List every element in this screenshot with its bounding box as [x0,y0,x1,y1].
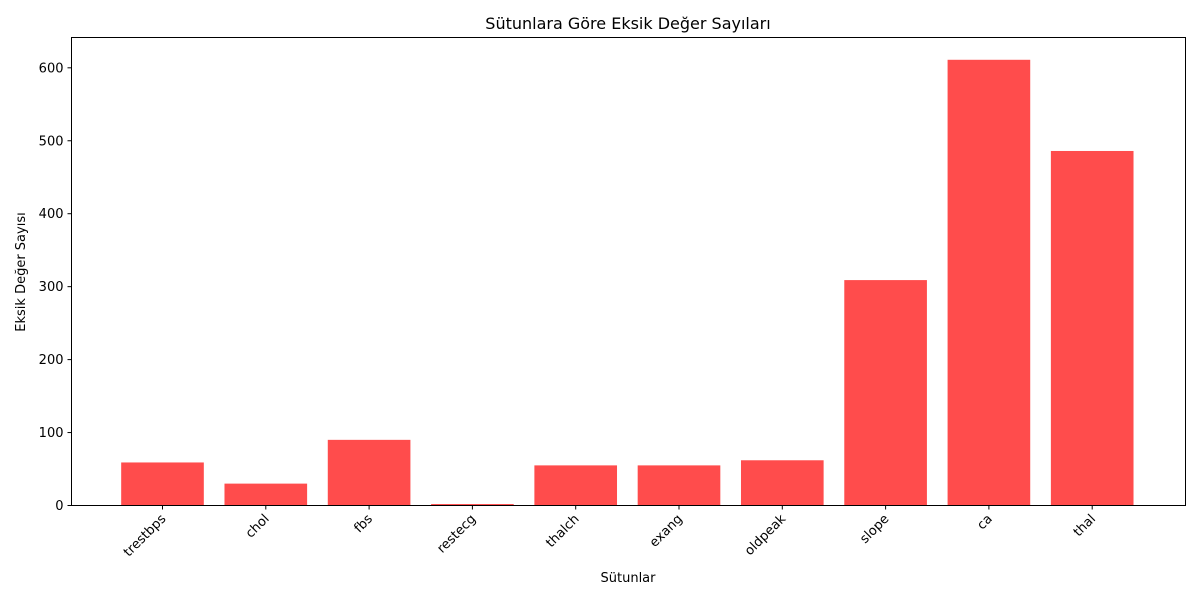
bar-oldpeak [740,460,824,506]
plot-frame [71,37,1186,506]
bar-restecg [431,504,514,506]
y-tick-label: 600 [39,61,64,76]
bar-ca [947,59,1031,506]
bar-chol [224,483,308,506]
bar-exang [637,465,721,506]
chart-title: Sütunlara Göre Eksik Değer Sayıları [485,14,770,33]
bar-trestbps [121,462,204,506]
y-axis-ticks: 0 100 200 300 400 500 600 [39,61,72,514]
y-tick-label: 100 [39,426,64,441]
bar-thal [1050,150,1134,506]
y-tick-label: 0 [55,499,63,514]
y-tick-label: 200 [39,353,64,368]
y-tick-label: 400 [39,207,64,222]
bar-thalch [534,465,618,506]
bar-slope [844,280,927,506]
bars-group [121,59,1134,506]
bar-fbs [327,439,411,506]
y-axis-label: Eksik Değer Sayısı [14,212,29,331]
y-tick-label: 500 [39,134,64,149]
y-tick-label: 300 [39,280,64,295]
x-axis-label: Sütunlar [601,571,657,586]
